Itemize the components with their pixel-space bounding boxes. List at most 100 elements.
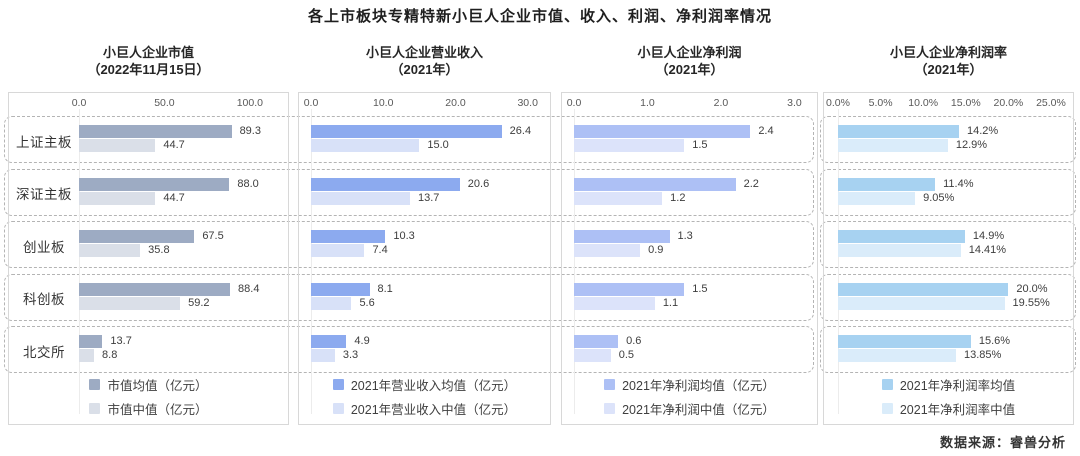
median-value-label: 13.7 — [417, 191, 440, 204]
legend-swatch-icon — [881, 403, 893, 414]
panel-title-line1: 小巨人企业净利润 — [637, 45, 742, 60]
mean-bar — [311, 125, 502, 138]
mean-value-label: 4.9 — [354, 335, 370, 347]
category-label: 创业板 — [23, 239, 65, 255]
median-value-label: 12.9% — [955, 139, 988, 151]
mean-value-label: 1.3 — [677, 230, 693, 242]
legend: 2021年净利润均值（亿元） 2021年净利润中值（亿元） — [562, 375, 817, 423]
panel-market-value: 小巨人企业市值 （2022年11月15日） 0.0 50.0 100.0 89.3 44.7… — [8, 38, 289, 456]
mean-bar — [838, 335, 971, 348]
axis-tick: 10.0 — [373, 97, 394, 109]
chart-row: 26.4 15.0 — [299, 117, 550, 164]
row-band — [4, 221, 814, 268]
axis-tick: 0.0% — [826, 97, 850, 109]
median-bar — [574, 296, 655, 310]
legend-swatch-icon — [881, 379, 893, 390]
axis-tick: 20.0 — [445, 97, 466, 109]
median-bar — [838, 191, 916, 205]
mean-bar — [311, 230, 386, 243]
row-band — [820, 221, 1076, 268]
zero-axis-line — [838, 109, 839, 414]
median-bar — [311, 244, 365, 257]
panel-title: 小巨人企业营业收入 （2021年） — [298, 44, 551, 78]
median-value-label: 7.4 — [372, 244, 388, 256]
category-label: 科创板 — [23, 292, 65, 307]
mean-value-label: 20.0% — [1016, 282, 1048, 295]
axis-tick: 5.0% — [868, 97, 893, 109]
row-band — [4, 116, 814, 163]
legend-item: 市值均值（亿元） — [89, 375, 208, 394]
mean-value-label: 8.1 — [377, 282, 393, 295]
median-bar — [79, 296, 181, 310]
mean-bar — [79, 177, 230, 191]
mean-value-label: 10.3 — [393, 230, 415, 242]
row-band — [820, 326, 1076, 373]
row-band — [4, 168, 814, 216]
median-bar — [574, 244, 641, 257]
panel-title-line2: （2021年） — [914, 62, 983, 77]
legend-label: 市值均值（亿元） — [107, 379, 208, 393]
legend-swatch-icon — [332, 403, 344, 414]
legend-swatch-icon — [89, 403, 101, 414]
axis-tick: 2.0 — [713, 97, 729, 109]
chart-row: 2.2 1.2 — [562, 170, 817, 217]
mean-value-label: 11.4% — [943, 177, 974, 190]
median-value-label: 35.8 — [148, 244, 170, 256]
median-bar — [838, 349, 956, 362]
legend-swatch-icon — [604, 403, 616, 414]
chart-row: 88.0 44.7 — [9, 170, 288, 217]
legend-label: 2021年净利润均值（亿元） — [622, 379, 775, 393]
median-value-label: 1.1 — [662, 296, 679, 309]
mean-bar — [311, 177, 460, 191]
chart-row: 13.7 8.8 — [9, 327, 288, 374]
zero-axis-line — [79, 109, 80, 414]
mean-value-label: 26.4 — [509, 125, 532, 137]
chart-row: 4.9 3.3 — [299, 327, 550, 374]
chart-row: 20.6 13.7 — [299, 170, 550, 217]
category-label: 深证主板 — [16, 187, 72, 202]
median-bar — [311, 191, 410, 205]
mean-bar — [574, 282, 685, 296]
axis-tick: 50.0 — [154, 97, 175, 109]
panel-plot-box: 0.0 10.0 20.0 30.0 26.4 15.0 20.6 13.7 10.3 7.4 8.… — [298, 92, 551, 425]
axis-tick: 1.0 — [640, 97, 655, 109]
median-value-label: 0.9 — [648, 244, 664, 256]
row-band — [4, 273, 814, 321]
mean-value-label: 15.6% — [978, 335, 1011, 347]
median-value-label: 19.55% — [1012, 296, 1050, 309]
legend: 2021年营业收入均值（亿元） 2021年营业收入中值（亿元） — [299, 375, 550, 423]
legend-label: 市值中值（亿元） — [107, 403, 208, 417]
mean-value-label: 13.7 — [110, 335, 132, 347]
median-value-label: 59.2 — [188, 296, 210, 309]
chart-row: 10.3 7.4 — [299, 222, 550, 269]
legend-item: 2021年净利润率中值 — [881, 399, 1015, 418]
axis-tick: 10.0% — [908, 97, 939, 109]
mean-value-label: 1.5 — [692, 282, 708, 295]
mean-bar — [574, 177, 736, 191]
legend-items: 市值均值（亿元） 市值中值（亿元） — [89, 375, 208, 423]
axis-tick: 30.0 — [517, 97, 538, 109]
median-value-label: 14.41% — [968, 244, 1007, 256]
mean-bar — [838, 125, 959, 138]
panel-plot-box: 0.0 1.0 2.0 3.0 2.4 1.5 2.2 1.2 1.3 0.9 1.5 1.1 0.6 0… — [561, 92, 818, 425]
median-bar — [79, 191, 156, 205]
mean-bar — [838, 230, 965, 243]
mean-value-label: 88.4 — [238, 282, 260, 295]
median-bar — [574, 191, 663, 205]
legend-swatch-icon — [604, 379, 616, 390]
axis-tick: 3.0 — [787, 97, 802, 109]
mean-value-label: 0.6 — [626, 335, 642, 347]
legend-items: 2021年净利润均值（亿元） 2021年净利润中值（亿元） — [604, 375, 775, 423]
mean-bar — [79, 282, 231, 296]
mean-bar — [79, 125, 232, 138]
chart-row: 8.1 5.6 — [299, 275, 550, 322]
median-bar — [574, 139, 685, 152]
median-value-label: 15.0 — [427, 139, 449, 151]
median-bar — [838, 244, 961, 257]
chart-title: 各上市板块专精特新小巨人企业市值、收入、利润、净利润率情况 — [307, 8, 772, 25]
panel-net-margin: 小巨人企业净利润率 （2021年） 0.0% 5.0% 10.0% 15.0% 20.0% 2… — [823, 38, 1074, 456]
legend-label: 2021年净利润率均值 — [899, 379, 1016, 393]
axis-tick: 25.0% — [1036, 97, 1066, 109]
panel-title: 小巨人企业净利润 （2021年） — [561, 44, 818, 78]
chart-row: 1.5 1.1 — [562, 275, 817, 322]
